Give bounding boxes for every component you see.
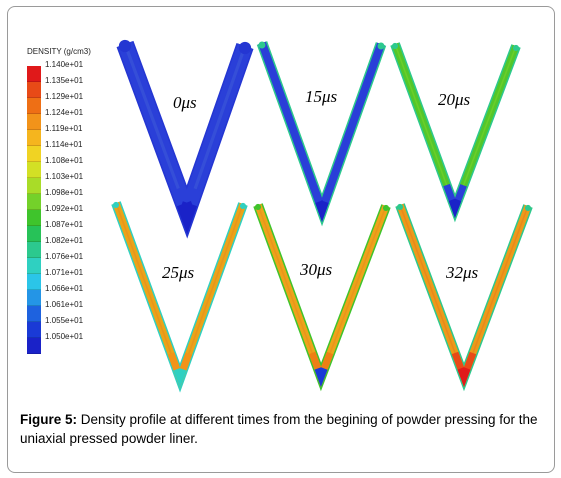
liner-end bbox=[396, 203, 404, 211]
legend-label: 1.061e+01 bbox=[45, 300, 84, 309]
caption-text: Density profile at different times from … bbox=[20, 412, 538, 446]
liner-core bbox=[115, 202, 244, 381]
liner-end bbox=[377, 42, 385, 50]
liner-apex bbox=[173, 368, 187, 389]
legend-label: 1.114e+01 bbox=[45, 140, 83, 149]
time-label: 25μs bbox=[162, 263, 195, 282]
liner-edge bbox=[256, 41, 387, 227]
liner-body bbox=[254, 203, 390, 388]
legend-swatch bbox=[27, 258, 41, 274]
legend-color-bar bbox=[27, 66, 41, 354]
liner-end bbox=[258, 41, 266, 49]
liner-apex bbox=[314, 367, 328, 388]
liner-end bbox=[524, 204, 532, 212]
liner-panel: 20μs bbox=[390, 42, 521, 223]
legend-swatch bbox=[27, 210, 41, 226]
legend-label: 1.108e+01 bbox=[45, 156, 84, 165]
liner-apex bbox=[457, 367, 471, 388]
liner-edge bbox=[111, 201, 248, 393]
legend-swatch bbox=[27, 290, 41, 306]
time-label: 15μs bbox=[305, 87, 338, 106]
liner-end bbox=[118, 39, 132, 53]
liner-apex bbox=[448, 198, 462, 219]
liner-edge bbox=[390, 42, 521, 223]
liner-panel: 30μs bbox=[253, 203, 391, 392]
time-label: 32μs bbox=[445, 263, 479, 282]
legend-swatch bbox=[27, 178, 41, 194]
legend-label: 1.050e+01 bbox=[45, 332, 84, 341]
legend-swatch bbox=[27, 66, 41, 82]
legend-label: 1.082e+01 bbox=[45, 236, 84, 245]
legend-label: 1.092e+01 bbox=[45, 204, 84, 213]
legend-swatch bbox=[27, 242, 41, 258]
liner-core bbox=[399, 204, 529, 380]
liner-panel: 32μs bbox=[395, 203, 533, 392]
legend-label: 1.055e+01 bbox=[45, 316, 84, 325]
liner-body bbox=[396, 203, 532, 388]
legend-label: 1.124e+01 bbox=[45, 108, 84, 117]
legend-label: 1.135e+01 bbox=[45, 76, 84, 85]
liner-end bbox=[382, 204, 390, 212]
legend-label: 1.071e+01 bbox=[45, 268, 84, 277]
legend-label: 1.076e+01 bbox=[45, 252, 84, 261]
liner-edge bbox=[395, 203, 533, 392]
legend-label: 1.119e+01 bbox=[45, 124, 83, 133]
liner-end bbox=[238, 41, 252, 55]
legend-swatch bbox=[27, 98, 41, 114]
legend-tick-labels: 1.140e+01 1.135e+01 1.129e+01 1.124e+01 1.11… bbox=[45, 61, 83, 349]
legend-swatch bbox=[27, 130, 41, 146]
legend-swatch bbox=[27, 226, 41, 242]
liner-panel: 25μs bbox=[111, 201, 248, 393]
liner-edge bbox=[253, 203, 391, 392]
time-label: 30μs bbox=[299, 260, 333, 279]
liner-apex bbox=[176, 201, 197, 235]
liner-end bbox=[112, 201, 120, 209]
legend-label: 1.066e+01 bbox=[45, 284, 84, 293]
liner-core bbox=[257, 204, 387, 380]
liner-apex bbox=[315, 200, 329, 222]
liner-panel: 15μs bbox=[256, 41, 387, 227]
legend-label: 1.129e+01 bbox=[45, 92, 84, 101]
legend-title: DENSITY (g/cm3) bbox=[27, 47, 91, 56]
legend-swatch bbox=[27, 82, 41, 98]
legend-swatch bbox=[27, 162, 41, 178]
legend-label: 1.140e+01 bbox=[45, 60, 84, 69]
liner-body bbox=[391, 42, 520, 219]
liner-body bbox=[112, 201, 247, 389]
liner-end bbox=[391, 42, 399, 50]
legend-swatch bbox=[27, 306, 41, 322]
liner-end bbox=[254, 203, 262, 211]
legend-swatch bbox=[27, 114, 41, 130]
caption-label: Figure 5: bbox=[20, 412, 78, 427]
liner-end bbox=[512, 44, 520, 52]
time-label: 0μs bbox=[173, 93, 197, 112]
time-label: 20μs bbox=[438, 90, 471, 109]
legend-swatch bbox=[27, 338, 41, 354]
legend-swatch bbox=[27, 322, 41, 338]
liner-panel: 0μs bbox=[116, 39, 254, 239]
figure-caption: Figure 5: Density profile at different t… bbox=[20, 410, 545, 448]
liner-body bbox=[258, 41, 385, 222]
legend-label: 1.087e+01 bbox=[45, 220, 84, 229]
legend-label: 1.103e+01 bbox=[45, 172, 84, 181]
liner-core bbox=[394, 43, 517, 211]
legend-swatch bbox=[27, 194, 41, 210]
legend-label: 1.098e+01 bbox=[45, 188, 84, 197]
liner-end bbox=[239, 202, 247, 210]
legend-swatch bbox=[27, 274, 41, 290]
liner-core bbox=[261, 42, 382, 213]
legend-swatch bbox=[27, 146, 41, 162]
